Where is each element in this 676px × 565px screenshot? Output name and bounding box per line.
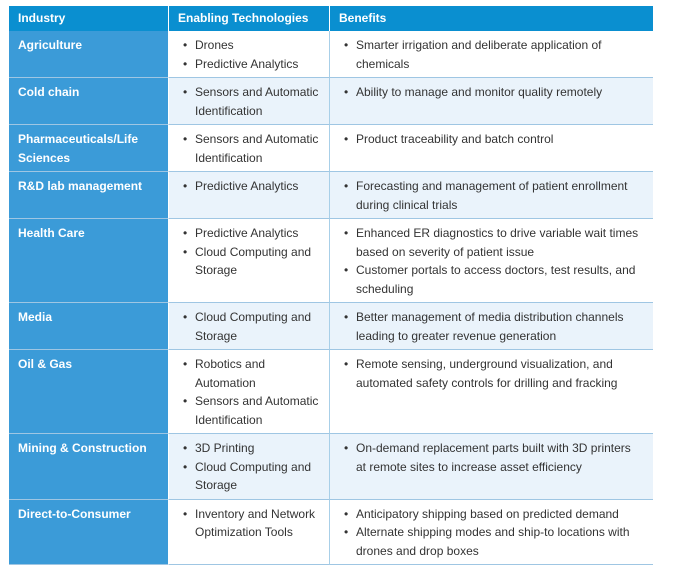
benefit-item: Forecasting and management of patient en…: [339, 177, 644, 214]
table-row: AgricultureDronesPredictive AnalyticsSma…: [9, 31, 653, 78]
technology-item: Predictive Analytics: [178, 177, 320, 196]
benefits-list: Better management of media distribution …: [339, 308, 644, 345]
technology-item: Sensors and Automatic Identification: [178, 392, 320, 429]
benefit-item: Customer portals to access doctors, test…: [339, 261, 644, 298]
industry-cell: Media: [9, 303, 169, 350]
technologies-cell: Predictive AnalyticsCloud Computing and …: [169, 219, 330, 303]
table-row: Pharmaceuticals/Life SciencesSensors and…: [9, 125, 653, 172]
technologies-cell: Inventory and Network Optimization Tools: [169, 500, 330, 565]
industry-cell: R&D lab management: [9, 172, 169, 219]
technologies-list: Sensors and Automatic Identification: [178, 130, 320, 167]
benefit-item: Enhanced ER diagnostics to drive variabl…: [339, 224, 644, 261]
benefit-item: Anticipatory shipping based on predicted…: [339, 505, 644, 524]
technologies-list: Sensors and Automatic Identification: [178, 83, 320, 120]
benefits-cell: Anticipatory shipping based on predicted…: [330, 500, 653, 565]
technology-item: Cloud Computing and Storage: [178, 308, 320, 345]
industry-cell: Oil & Gas: [9, 350, 169, 434]
benefit-item: Better management of media distribution …: [339, 308, 644, 345]
header-industry: Industry: [9, 6, 169, 31]
technologies-cell: 3D PrintingCloud Computing and Storage: [169, 434, 330, 500]
table-row: Oil & GasRobotics and AutomationSensors …: [9, 350, 653, 434]
technologies-cell: Predictive Analytics: [169, 172, 330, 219]
industry-cell: Cold chain: [9, 78, 169, 125]
table-row: Mining & Construction3D PrintingCloud Co…: [9, 434, 653, 500]
technology-item: Robotics and Automation: [178, 355, 320, 392]
table-body: AgricultureDronesPredictive AnalyticsSma…: [9, 31, 653, 565]
industry-cell: Health Care: [9, 219, 169, 303]
technologies-cell: Cloud Computing and Storage: [169, 303, 330, 350]
table-header-row: Industry Enabling Technologies Benefits: [9, 6, 653, 31]
benefits-list: Ability to manage and monitor quality re…: [339, 83, 644, 102]
benefits-cell: Remote sensing, underground visualizatio…: [330, 350, 653, 434]
benefits-list: Remote sensing, underground visualizatio…: [339, 355, 644, 392]
industry-cell: Mining & Construction: [9, 434, 169, 500]
benefits-cell: Ability to manage and monitor quality re…: [330, 78, 653, 125]
benefits-list: Smarter irrigation and deliberate applic…: [339, 36, 644, 73]
table-row: MediaCloud Computing and Storage Better m…: [9, 303, 653, 350]
benefit-item: On-demand replacement parts built with 3…: [339, 439, 644, 476]
technology-item: Inventory and Network Optimization Tools: [178, 505, 320, 542]
industry-technology-table: Industry Enabling Technologies Benefits …: [9, 6, 653, 565]
table-row: Cold chainSensors and Automatic Identifi…: [9, 78, 653, 125]
technology-item: Sensors and Automatic Identification: [178, 83, 320, 120]
technology-item: Cloud Computing and Storage: [178, 243, 320, 280]
industry-cell: Pharmaceuticals/Life Sciences: [9, 125, 169, 172]
benefits-cell: Forecasting and management of patient en…: [330, 172, 653, 219]
benefits-cell: Better management of media distribution …: [330, 303, 653, 350]
technologies-list: Predictive AnalyticsCloud Computing and …: [178, 224, 320, 280]
technologies-list: Inventory and Network Optimization Tools: [178, 505, 320, 542]
benefit-item: Ability to manage and monitor quality re…: [339, 83, 644, 102]
industry-cell: Agriculture: [9, 31, 169, 78]
technologies-cell: Robotics and AutomationSensors and Autom…: [169, 350, 330, 434]
header-enabling-technologies: Enabling Technologies: [169, 6, 330, 31]
benefits-list: Product traceability and batch control: [339, 130, 644, 149]
table-row: Direct-to-ConsumerInventory and Network …: [9, 500, 653, 565]
technologies-list: DronesPredictive Analytics: [178, 36, 320, 73]
benefits-list: Forecasting and management of patient en…: [339, 177, 644, 214]
technologies-list: Robotics and AutomationSensors and Autom…: [178, 355, 320, 429]
benefit-item: Remote sensing, underground visualizatio…: [339, 355, 644, 392]
industry-cell: Direct-to-Consumer: [9, 500, 169, 565]
table-row: Health CarePredictive AnalyticsCloud Com…: [9, 219, 653, 303]
benefits-list: Enhanced ER diagnostics to drive variabl…: [339, 224, 644, 298]
benefits-cell: Smarter irrigation and deliberate applic…: [330, 31, 653, 78]
benefits-cell: On-demand replacement parts built with 3…: [330, 434, 653, 500]
technology-item: Drones: [178, 36, 320, 55]
benefit-item: Alternate shipping modes and ship-to loc…: [339, 523, 644, 560]
technology-item: Predictive Analytics: [178, 55, 320, 74]
technologies-list: Predictive Analytics: [178, 177, 320, 196]
technologies-list: 3D PrintingCloud Computing and Storage: [178, 439, 320, 495]
benefits-cell: Product traceability and batch control: [330, 125, 653, 172]
technology-item: 3D Printing: [178, 439, 320, 458]
benefits-cell: Enhanced ER diagnostics to drive variabl…: [330, 219, 653, 303]
benefit-item: Smarter irrigation and deliberate applic…: [339, 36, 644, 73]
technology-item: Predictive Analytics: [178, 224, 320, 243]
benefits-list: Anticipatory shipping based on predicted…: [339, 505, 644, 561]
technology-item: Cloud Computing and Storage: [178, 458, 320, 495]
benefits-list: On-demand replacement parts built with 3…: [339, 439, 644, 476]
benefit-item: Product traceability and batch control: [339, 130, 644, 149]
technologies-cell: Sensors and Automatic Identification: [169, 125, 330, 172]
table-row: R&D lab management Predictive Analytics Fo…: [9, 172, 653, 219]
technology-item: Sensors and Automatic Identification: [178, 130, 320, 167]
header-benefits: Benefits: [330, 6, 653, 31]
technologies-list: Cloud Computing and Storage: [178, 308, 320, 345]
technologies-cell: Sensors and Automatic Identification: [169, 78, 330, 125]
technologies-cell: DronesPredictive Analytics: [169, 31, 330, 78]
